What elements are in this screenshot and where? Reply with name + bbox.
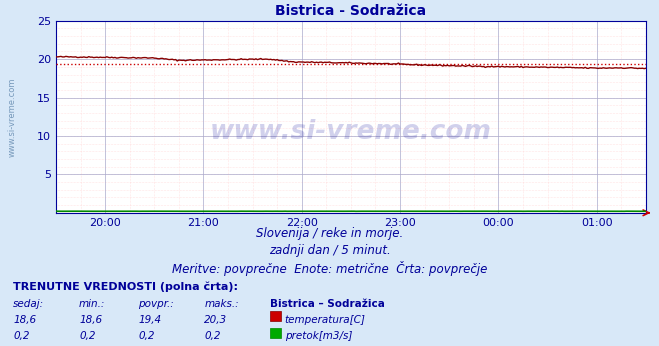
Text: 18,6: 18,6 (13, 315, 36, 325)
Text: TRENUTNE VREDNOSTI (polna črta):: TRENUTNE VREDNOSTI (polna črta): (13, 282, 238, 292)
Text: 0,2: 0,2 (13, 331, 30, 342)
Text: povpr.:: povpr.: (138, 299, 174, 309)
Text: 0,2: 0,2 (138, 331, 155, 342)
Text: 0,2: 0,2 (79, 331, 96, 342)
Text: Bistrica – Sodražica: Bistrica – Sodražica (270, 299, 385, 309)
Text: zadnji dan / 5 minut.: zadnji dan / 5 minut. (269, 244, 390, 257)
Text: min.:: min.: (79, 299, 105, 309)
Text: temperatura[C]: temperatura[C] (285, 315, 366, 325)
Text: Meritve: povprečne  Enote: metrične  Črta: povprečje: Meritve: povprečne Enote: metrične Črta:… (172, 261, 487, 276)
Text: 19,4: 19,4 (138, 315, 161, 325)
Title: Bistrica - Sodražica: Bistrica - Sodražica (275, 4, 426, 18)
Text: 20,3: 20,3 (204, 315, 227, 325)
Text: pretok[m3/s]: pretok[m3/s] (285, 331, 352, 342)
Text: www.si-vreme.com: www.si-vreme.com (7, 77, 16, 156)
Text: sedaj:: sedaj: (13, 299, 44, 309)
Text: 0,2: 0,2 (204, 331, 221, 342)
Text: Slovenija / reke in morje.: Slovenija / reke in morje. (256, 227, 403, 240)
Text: 18,6: 18,6 (79, 315, 102, 325)
Text: maks.:: maks.: (204, 299, 239, 309)
Text: www.si-vreme.com: www.si-vreme.com (210, 119, 492, 145)
